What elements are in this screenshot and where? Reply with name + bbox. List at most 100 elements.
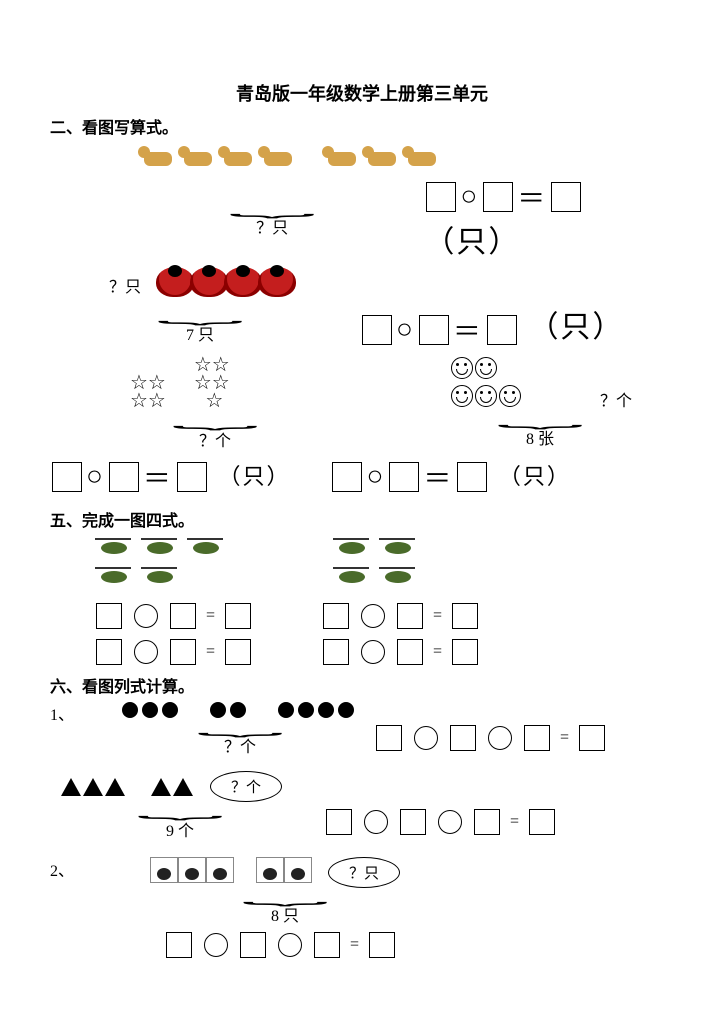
op-box[interactable]	[414, 726, 438, 750]
answer-box[interactable]	[524, 725, 550, 751]
answer-box[interactable]	[452, 639, 478, 665]
answer-box[interactable]	[314, 932, 340, 958]
item6-1: 1、 ⏟ ？个 =	[50, 701, 674, 758]
answer-box[interactable]	[529, 809, 555, 835]
answer-box[interactable]	[389, 462, 419, 492]
dogs-row	[140, 142, 674, 177]
section5-heading: 五、完成一图四式。	[50, 507, 674, 531]
brace-icon: ⏟	[60, 802, 300, 817]
smileys-group	[450, 356, 522, 411]
item2-total: 8 只	[150, 902, 420, 926]
q3-equations: ○＝ （只） ○＝ （只）	[50, 457, 674, 497]
answer-box[interactable]	[487, 315, 517, 345]
page-title: 青岛版一年级数学上册第三单元	[50, 80, 674, 106]
answer-box[interactable]	[457, 462, 487, 492]
unit-label: （只）	[218, 464, 290, 489]
answer-box[interactable]	[452, 603, 478, 629]
item-number: 1、	[50, 701, 90, 725]
star-icon: ☆☆☆☆	[130, 374, 166, 410]
answer-box[interactable]	[397, 603, 423, 629]
answer-box[interactable]	[419, 315, 449, 345]
dog-icon	[138, 142, 178, 172]
answer-box[interactable]	[426, 182, 456, 212]
answer-box[interactable]	[109, 462, 139, 492]
dot-icon	[338, 702, 354, 718]
item1b-total: 9 个	[60, 817, 300, 841]
panda-icon	[150, 857, 178, 883]
dot-icon	[298, 702, 314, 718]
q3-row: ☆☆☆☆ ☆☆☆☆ ☆ ⏟ ？个 ？个 ⏟ 8 张	[130, 356, 674, 451]
dog-icon	[322, 142, 362, 172]
answer-box[interactable]	[240, 932, 266, 958]
answer-box[interactable]	[170, 603, 196, 629]
answer-box[interactable]	[52, 462, 82, 492]
answer-box[interactable]	[170, 639, 196, 665]
item-number: 2、	[50, 857, 90, 881]
answer-box[interactable]	[96, 603, 122, 629]
helicopter-icon	[91, 565, 135, 587]
oval-unknown: ？只	[328, 857, 400, 888]
op-box[interactable]	[278, 933, 302, 957]
helicopter-icon	[329, 536, 373, 558]
op-box[interactable]	[488, 726, 512, 750]
triangle-icon	[151, 778, 171, 796]
four-equations-row1: = =	[90, 603, 674, 629]
answer-box[interactable]	[551, 182, 581, 212]
dog-icon	[218, 142, 258, 172]
answer-box[interactable]	[166, 932, 192, 958]
answer-box[interactable]	[483, 182, 513, 212]
smiley-icon	[475, 385, 497, 407]
answer-box[interactable]	[177, 462, 207, 492]
answer-box[interactable]	[332, 462, 362, 492]
pandas-row	[150, 857, 312, 888]
equation-template: =	[90, 603, 257, 629]
dot-icon	[162, 702, 178, 718]
ladybug-icon	[190, 267, 228, 297]
answer-box[interactable]	[450, 725, 476, 751]
answer-box[interactable]	[376, 725, 402, 751]
triangle-icon	[105, 778, 125, 796]
ladybugs-row	[160, 267, 292, 302]
helicopter-icon	[375, 565, 419, 587]
unit-label: （只）	[499, 464, 571, 489]
brace-icon: ⏟	[150, 888, 420, 903]
op-box[interactable]	[134, 604, 158, 628]
op-box[interactable]	[204, 933, 228, 957]
op-box[interactable]	[438, 810, 462, 834]
dog-icon	[178, 142, 218, 172]
ladybug-icon	[156, 267, 194, 297]
answer-box[interactable]	[474, 809, 500, 835]
op-box[interactable]	[361, 604, 385, 628]
equation-template: =	[160, 932, 420, 958]
answer-box[interactable]	[323, 639, 349, 665]
brace-icon: ⏟	[140, 200, 404, 215]
four-equations-row2: = =	[90, 639, 674, 665]
answer-box[interactable]	[362, 315, 392, 345]
triangles-row	[60, 778, 194, 796]
smiley-icon	[451, 385, 473, 407]
helicopter-icon	[91, 536, 135, 558]
dot-icon	[122, 702, 138, 718]
helicopter-icon	[137, 565, 181, 587]
answer-box[interactable]	[326, 809, 352, 835]
answer-box[interactable]	[323, 603, 349, 629]
equation-template: =	[317, 639, 484, 665]
q1-unknown: ？只	[140, 214, 404, 238]
answer-box[interactable]	[225, 639, 251, 665]
answer-box[interactable]	[397, 639, 423, 665]
op-box[interactable]	[361, 640, 385, 664]
helicopters-row	[90, 535, 674, 593]
triangle-icon	[173, 778, 193, 796]
answer-box[interactable]	[225, 603, 251, 629]
helicopter-icon	[329, 565, 373, 587]
answer-box[interactable]	[369, 932, 395, 958]
op-box[interactable]	[364, 810, 388, 834]
answer-box[interactable]	[400, 809, 426, 835]
helicopter-icon	[375, 536, 419, 558]
answer-box[interactable]	[579, 725, 605, 751]
answer-box[interactable]	[96, 639, 122, 665]
triangle-icon	[83, 778, 103, 796]
q1-block: ⏟ ？只 ○＝ （只）	[140, 142, 674, 261]
op-box[interactable]	[134, 640, 158, 664]
worksheet-page: 青岛版一年级数学上册第三单元 二、看图写算式。 ⏟ ？只 ○＝ （只） ？	[0, 0, 724, 998]
